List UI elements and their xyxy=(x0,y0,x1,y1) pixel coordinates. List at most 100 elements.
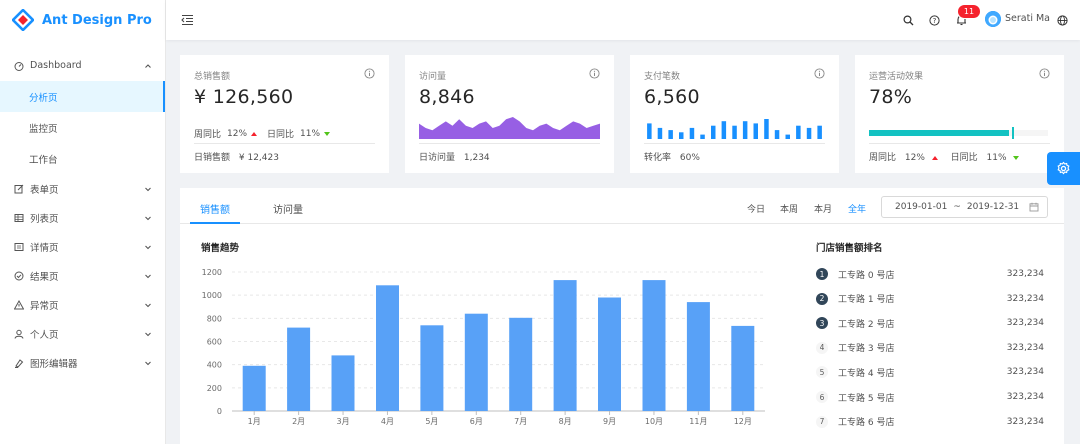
payments-bar xyxy=(721,121,727,139)
info-circle-icon[interactable] xyxy=(589,68,600,79)
sidebar-item-workplace[interactable]: 工作台 xyxy=(0,143,165,174)
sidebar-item-form[interactable]: 表单页 xyxy=(0,174,165,203)
caret-down-icon xyxy=(1013,156,1020,160)
chevron-down-icon xyxy=(145,187,151,191)
kpi-footer-value: 60% xyxy=(679,153,700,163)
avatar[interactable] xyxy=(985,11,1001,27)
kpi-card-visits: 访问量 8,846 日访问量 1,234 xyxy=(405,55,614,173)
y-tick-label: 200 xyxy=(207,384,222,393)
ant-logo-icon xyxy=(12,9,34,31)
header-search-button[interactable] xyxy=(901,13,915,27)
kpi-title: 支付笔数 xyxy=(644,72,681,82)
sidebar-item-account[interactable]: 个人页 xyxy=(0,319,165,348)
y-tick-label: 400 xyxy=(207,361,222,370)
table-icon xyxy=(13,212,24,223)
list-item: 4 工专路 3 号店 323,234 xyxy=(816,340,1044,356)
sales-bar[interactable] xyxy=(420,325,444,411)
sales-bar[interactable] xyxy=(686,302,710,411)
sidebar-item-exception[interactable]: 异常页 xyxy=(0,290,165,319)
sidebar-item-label: 列表页 xyxy=(30,213,59,225)
sidebar-item-editor[interactable]: 图形编辑器 xyxy=(0,348,165,377)
sales-bar[interactable] xyxy=(464,313,488,411)
payments-bar xyxy=(796,125,801,139)
sidebar-item-list[interactable]: 列表页 xyxy=(0,203,165,232)
sidebar-item-profile[interactable]: 详情页 xyxy=(0,232,165,261)
menu-fold-button[interactable] xyxy=(180,13,194,27)
info-circle-icon[interactable] xyxy=(814,68,825,79)
date-range-picker[interactable]: 2019-01-01 ~ 2019-12-31 xyxy=(881,196,1048,218)
range-week-link[interactable]: 本周 xyxy=(780,205,799,215)
language-button[interactable] xyxy=(1055,13,1069,27)
store-sales-value: 323,234 xyxy=(1006,416,1044,427)
chevron-down-icon xyxy=(145,332,151,336)
payments-bar xyxy=(711,125,716,139)
logo[interactable]: Ant Design Pro xyxy=(0,0,165,40)
sidebar-item-dashboard[interactable]: Dashboard xyxy=(0,50,165,81)
sales-bar[interactable] xyxy=(242,365,266,411)
chevron-down-icon xyxy=(145,245,151,249)
store-name: 工专路 6 号店 xyxy=(838,418,895,429)
sales-bar[interactable] xyxy=(598,297,621,412)
kpi-footer-value: ¥ 12,423 xyxy=(238,153,279,163)
info-circle-icon[interactable] xyxy=(364,68,375,79)
store-name: 工专路 1 号店 xyxy=(838,295,895,306)
sidebar-item-label: 个人页 xyxy=(30,329,59,341)
sidebar-item-analysis[interactable]: 分析页 xyxy=(0,81,165,112)
sales-bar[interactable] xyxy=(553,280,577,411)
info-circle-icon[interactable] xyxy=(1039,68,1050,79)
sidebar-item-label: 异常页 xyxy=(30,300,59,312)
store-name: 工专路 2 号店 xyxy=(838,319,895,330)
date-end: 2019-12-31 xyxy=(966,202,1020,212)
x-tick-label: 4月 xyxy=(381,417,394,426)
sales-trend-chart: 0 200 400 600 800 1000 1200 1月 2月 3月 4月 5月 6月 7月 8月 9月 1… xyxy=(202,268,765,426)
sales-bar[interactable] xyxy=(642,280,666,411)
store-name: 工专路 5 号店 xyxy=(838,393,895,404)
username[interactable]: Serati Ma xyxy=(1005,13,1051,24)
weekly-value: 12% xyxy=(904,153,925,163)
kpi-footer: 日访问量 1,234 xyxy=(419,143,600,173)
daily-value: 11% xyxy=(986,153,1007,163)
sidebar-item-label: 图形编辑器 xyxy=(30,358,78,370)
sales-bar[interactable] xyxy=(376,285,399,411)
chevron-down-icon xyxy=(145,274,151,278)
y-tick-label: 1000 xyxy=(202,291,222,300)
payments-bar-chart xyxy=(647,119,822,139)
sales-bar[interactable] xyxy=(331,355,355,411)
sales-panel: 销售额 访问量 今日 本周 本月 全年 2019-01-01 ~ 2019-12… xyxy=(180,188,1064,444)
progress-track xyxy=(869,127,1048,139)
rank-number: 3 xyxy=(816,317,828,330)
range-month-link[interactable]: 本月 xyxy=(814,205,833,215)
store-name: 工专路 0 号店 xyxy=(838,270,895,281)
payments-bar xyxy=(647,123,652,139)
svg-text:?: ? xyxy=(932,17,936,25)
store-sales-value: 323,234 xyxy=(1006,342,1044,353)
sales-bar[interactable] xyxy=(287,327,311,411)
search-icon xyxy=(902,14,913,25)
sidebar-item-monitor[interactable]: 监控页 xyxy=(0,112,165,143)
sales-bar[interactable] xyxy=(731,325,755,411)
sidebar-item-label: 结果页 xyxy=(30,271,59,283)
tab-visits[interactable]: 访问量 xyxy=(273,205,303,216)
payments-bar xyxy=(764,119,769,139)
settings-drawer-button[interactable] xyxy=(1047,152,1080,185)
sales-bar[interactable] xyxy=(509,317,533,411)
range-year-link[interactable]: 全年 xyxy=(848,205,867,215)
list-item: 7 工专路 6 号店 323,234 xyxy=(816,414,1044,430)
tab-ink-bar xyxy=(190,222,240,224)
profile-icon xyxy=(13,241,24,252)
rank-number: 6 xyxy=(816,391,828,403)
payments-bar xyxy=(657,127,663,139)
list-item: 3 工专路 2 号店 323,234 xyxy=(816,315,1044,331)
range-today-link[interactable]: 今日 xyxy=(747,205,766,215)
sidebar-item-label: 详情页 xyxy=(30,242,59,254)
tab-sales[interactable]: 销售额 xyxy=(200,205,230,216)
x-tick-label: 7月 xyxy=(514,417,527,426)
y-tick-label: 0 xyxy=(217,407,222,416)
side-menu: Dashboard 分析页 监控页 工作台 表单页 列表页 详情页 结果页 xyxy=(0,50,165,377)
store-name: 工专路 4 号店 xyxy=(838,368,895,379)
calendar-icon xyxy=(1029,202,1039,212)
kpi-footer-value: 1,234 xyxy=(463,153,490,163)
sidebar-item-result[interactable]: 结果页 xyxy=(0,261,165,290)
help-button[interactable]: ? xyxy=(927,13,941,27)
kpi-value: 78% xyxy=(869,86,913,108)
